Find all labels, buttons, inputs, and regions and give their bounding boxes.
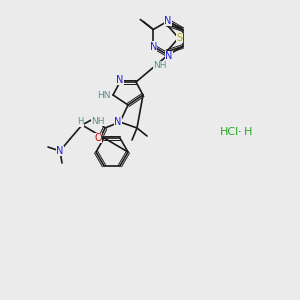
Text: O: O (94, 133, 102, 143)
Text: HCl: HCl (220, 127, 239, 137)
Text: N: N (56, 146, 64, 156)
Text: N: N (114, 117, 122, 127)
Text: HN: HN (98, 91, 111, 100)
Text: N: N (150, 41, 157, 52)
Text: NH: NH (91, 116, 105, 125)
Text: ·: · (238, 127, 242, 137)
Text: H: H (77, 118, 83, 127)
Text: N: N (164, 16, 172, 26)
Text: N: N (116, 75, 124, 85)
Text: NH: NH (153, 61, 167, 70)
Text: H: H (244, 127, 252, 137)
Text: S: S (176, 33, 183, 43)
Text: N: N (165, 51, 173, 61)
